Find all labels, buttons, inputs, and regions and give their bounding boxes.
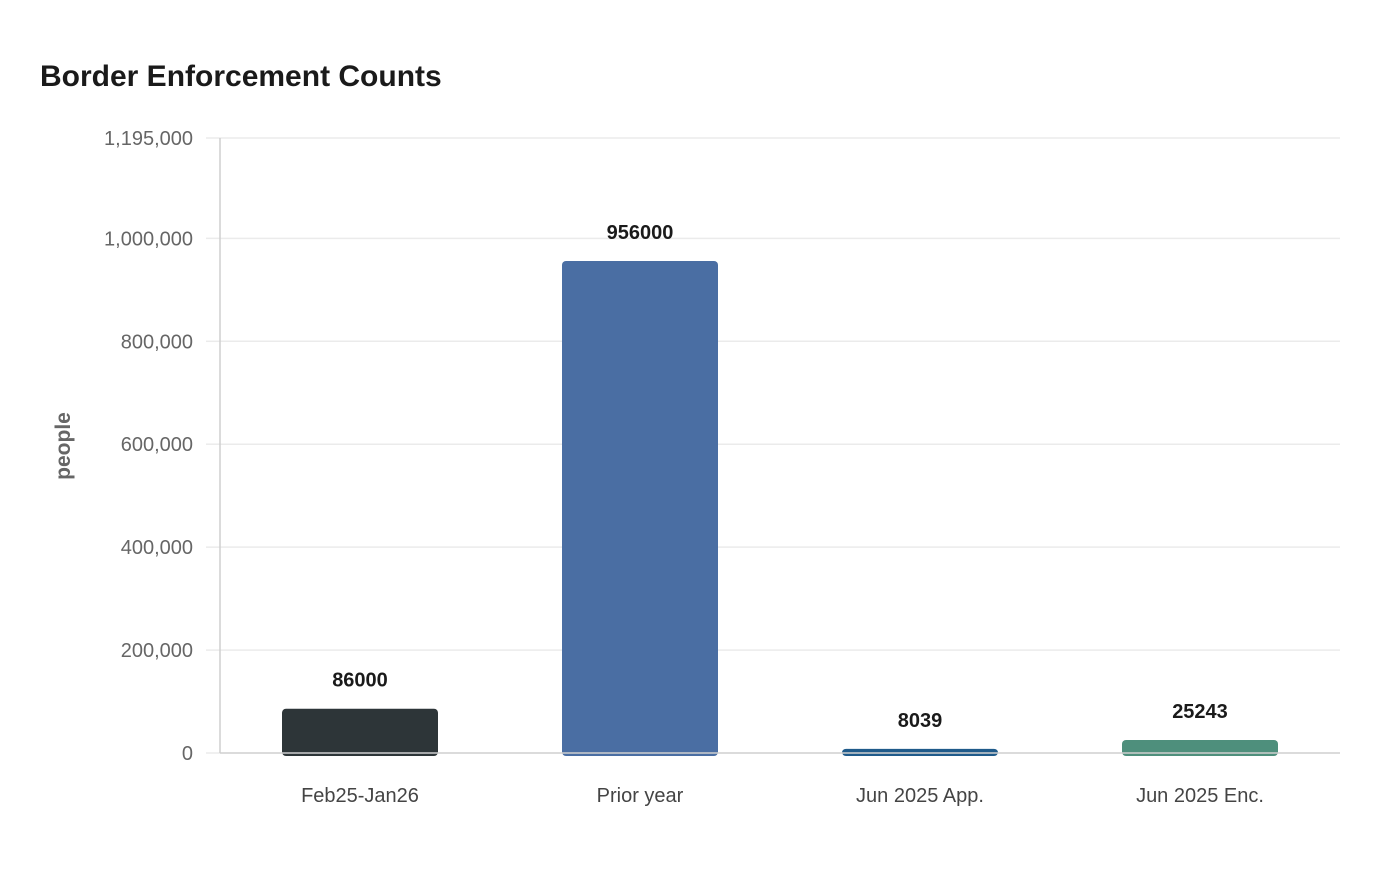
y-tick-label: 800,000 bbox=[121, 331, 193, 353]
y-tick-label: 1,195,000 bbox=[104, 128, 193, 150]
y-tick-label: 1,000,000 bbox=[104, 228, 193, 250]
y-tick-label: 600,000 bbox=[121, 434, 193, 456]
bar-value-label: 86000 bbox=[332, 670, 388, 692]
bar-prior-year bbox=[562, 261, 718, 756]
y-tick-label: 200,000 bbox=[121, 640, 193, 662]
bars bbox=[282, 261, 1278, 756]
y-axis-label: people bbox=[52, 412, 75, 480]
value-labels: 86000 956000 8039 25243 bbox=[332, 222, 1228, 732]
bar-feb25-jan26 bbox=[282, 708, 438, 756]
bar-jun-2025-enc bbox=[1122, 740, 1278, 756]
chart-title: Border Enforcement Counts bbox=[40, 60, 442, 93]
x-axis-ticks: Feb25-Jan26 Prior year Jun 2025 App. Jun 20… bbox=[301, 785, 1264, 807]
bar-value-label: 25243 bbox=[1172, 701, 1228, 723]
x-tick-label: Feb25-Jan26 bbox=[301, 785, 419, 807]
y-tick-label: 400,000 bbox=[121, 537, 193, 559]
x-tick-label: Jun 2025 App. bbox=[856, 785, 984, 807]
bar-value-label: 956000 bbox=[607, 222, 674, 244]
y-axis-ticks: 0 200,000 400,000 600,000 800,000 1,000,000 1,… bbox=[104, 128, 193, 765]
y-tick-label: 0 bbox=[182, 743, 193, 765]
x-tick-label: Prior year bbox=[597, 785, 684, 807]
bar-value-label: 8039 bbox=[898, 710, 943, 732]
grid-lines bbox=[206, 137, 1340, 754]
x-tick-label: Jun 2025 Enc. bbox=[1136, 785, 1264, 807]
